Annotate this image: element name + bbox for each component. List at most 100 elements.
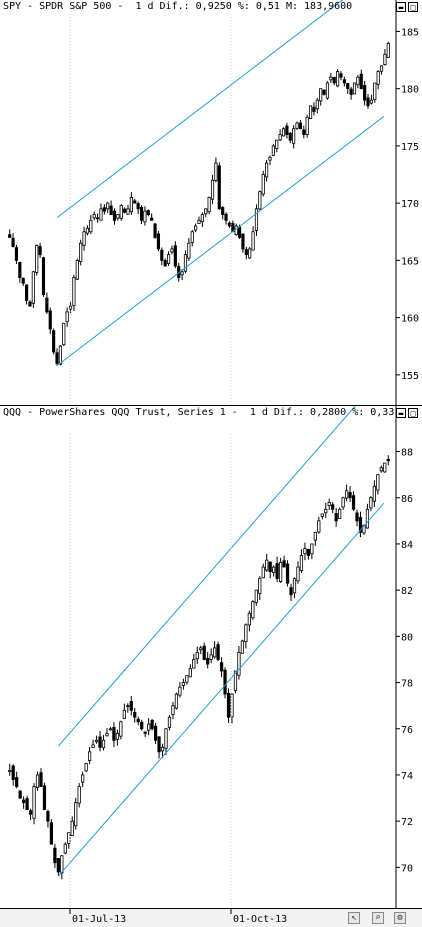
candle-body xyxy=(190,231,194,243)
candle-body xyxy=(366,97,370,107)
candle-body xyxy=(278,562,283,582)
candle-body xyxy=(331,504,335,510)
candle-body xyxy=(386,42,390,58)
candle-body xyxy=(254,208,259,231)
candle-body xyxy=(295,122,299,129)
candle-body xyxy=(285,125,289,135)
candle-body xyxy=(285,563,290,584)
candle-body xyxy=(123,208,127,213)
settings-icon[interactable]: ⚙ xyxy=(394,912,406,924)
candle-body xyxy=(341,497,345,508)
candle-body xyxy=(275,139,279,149)
spy-chart[interactable]: 155 160 165 170 175 180 185 xyxy=(0,0,422,405)
candle-body xyxy=(192,659,196,669)
candle-body xyxy=(126,208,130,215)
candle-body xyxy=(339,73,343,78)
y-tick-label: 160 xyxy=(401,314,419,325)
candle-body xyxy=(197,219,201,224)
candle-body xyxy=(140,721,144,730)
candle-body xyxy=(98,736,102,748)
y-tick-label: 155 xyxy=(401,371,419,382)
spy-chart-panel[interactable]: 155 160 165 170 175 180 185 SPY - SPDR S&P 500… xyxy=(0,0,422,406)
candle-body xyxy=(173,245,177,267)
candle-body xyxy=(248,248,252,259)
candle-body xyxy=(352,82,357,95)
candle-body xyxy=(18,261,22,278)
candle-body xyxy=(308,105,313,119)
candle-body xyxy=(94,739,99,743)
candle-body xyxy=(244,249,248,256)
candle-body xyxy=(166,254,171,264)
candle-body xyxy=(188,668,192,678)
qqq-chart[interactable]: 70 72 74 76 78 80 82 84 86 88 xyxy=(0,406,422,908)
y-tick-label: 86 xyxy=(401,494,413,505)
minimize-icon[interactable]: ▬ xyxy=(396,2,406,12)
candle-body xyxy=(292,578,297,594)
candle-body xyxy=(241,233,245,250)
candle-body xyxy=(334,513,338,522)
candle-body xyxy=(156,233,161,250)
candle-body xyxy=(325,82,330,99)
candle-body xyxy=(133,712,137,718)
candle-body xyxy=(268,561,272,573)
candle-body xyxy=(372,485,376,502)
candle-body xyxy=(25,284,29,301)
candle-body xyxy=(112,210,117,221)
candle-body xyxy=(106,202,110,210)
candle-body xyxy=(265,559,269,571)
candle-body xyxy=(41,257,46,296)
maximize-icon[interactable]: □ xyxy=(408,408,418,418)
candle-body xyxy=(313,532,317,541)
candle-body xyxy=(89,219,93,233)
y-tick-label: 74 xyxy=(401,771,413,782)
zoom-icon[interactable]: ⌕ xyxy=(372,912,384,924)
candle-body xyxy=(136,203,140,210)
candle-body xyxy=(332,76,336,84)
candle-body xyxy=(185,675,189,683)
candle-body xyxy=(143,210,147,223)
candle-body xyxy=(221,207,225,215)
candle-body xyxy=(163,260,167,267)
candle-body xyxy=(112,726,116,741)
qqq-chart-panel[interactable]: 70 72 74 76 78 80 82 84 86 88 QQQ - PowerShares Q… xyxy=(0,406,422,908)
candle-body xyxy=(31,271,35,304)
minimize-icon[interactable]: ▬ xyxy=(396,408,406,418)
candle-body xyxy=(139,206,144,221)
candle-body xyxy=(28,810,33,815)
candle-body xyxy=(369,99,373,104)
candle-body xyxy=(38,246,42,256)
candle-body xyxy=(200,214,204,223)
y-tick-label: 88 xyxy=(401,448,413,459)
candle-body xyxy=(92,214,96,219)
candle-body xyxy=(369,497,373,509)
candle-body xyxy=(15,777,19,787)
y-tick-label: 175 xyxy=(401,142,419,153)
candle-body xyxy=(150,217,154,221)
y-tick-label: 165 xyxy=(401,256,419,267)
candle-body xyxy=(53,847,57,864)
pointer-icon[interactable]: ↖ xyxy=(348,912,360,924)
candle-body xyxy=(344,490,349,499)
candle-body xyxy=(251,601,255,619)
candle-body xyxy=(224,213,228,221)
y-tick-label: 82 xyxy=(401,586,413,597)
channel-lower-line xyxy=(57,502,385,877)
candle-body xyxy=(174,693,179,709)
candle-body xyxy=(312,106,316,112)
candle-body xyxy=(288,132,292,141)
candle-body xyxy=(99,208,103,221)
candle-body xyxy=(147,723,151,731)
candle-body xyxy=(223,669,227,695)
candle-body xyxy=(365,508,370,529)
candle-body xyxy=(133,200,137,204)
maximize-icon[interactable]: □ xyxy=(408,2,418,12)
channel-lower-line xyxy=(56,115,385,367)
candle-body xyxy=(303,548,307,555)
candle-body xyxy=(237,226,242,238)
candle-body xyxy=(342,79,346,84)
candle-body xyxy=(296,566,300,582)
candle-body xyxy=(150,719,154,730)
candle-body xyxy=(75,259,79,280)
candle-body xyxy=(146,210,150,215)
y-tick-label: 70 xyxy=(401,863,413,874)
